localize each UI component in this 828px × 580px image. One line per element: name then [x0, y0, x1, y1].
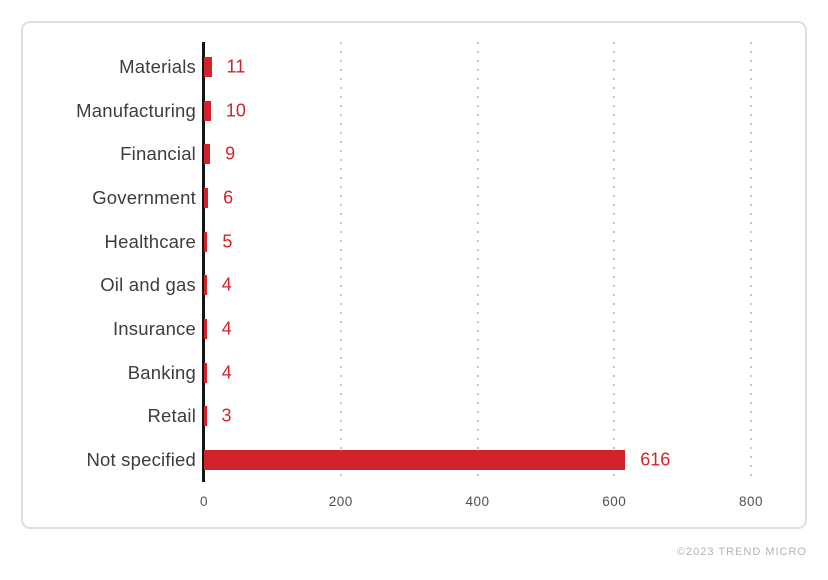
x-axis-tick-labels: 0 200 400 600 800 — [23, 494, 805, 514]
x-tick-label-800: 800 — [738, 494, 764, 509]
gridline-x-200 — [339, 42, 342, 482]
category-label: Retail — [147, 405, 196, 427]
bar-chart-plot-area: Materials 11 Manufacturing 10 Financial 9 Gove… — [23, 23, 805, 527]
value-label: 3 — [221, 405, 232, 426]
value-label: 4 — [221, 274, 232, 295]
category-label: Banking — [127, 361, 196, 383]
gridline-x-800 — [750, 42, 752, 482]
category-label: Healthcare — [104, 230, 196, 252]
bar-row: Government 6 — [23, 176, 805, 220]
copyright-credit: ©2023 TREND MICRO — [676, 546, 807, 558]
bar-financial — [204, 144, 211, 165]
category-label: Not specified — [86, 449, 196, 471]
value-label: 616 — [640, 449, 671, 470]
bar-manufacturing — [204, 100, 211, 121]
bar-rows: Materials 11 Manufacturing 10 Financial 9 Gove… — [23, 45, 805, 482]
value-label: 10 — [225, 100, 246, 121]
bar-healthcare — [204, 231, 208, 252]
y-axis-line — [202, 42, 205, 482]
value-label: 11 — [226, 56, 246, 77]
x-tick-label-400: 400 — [465, 494, 490, 509]
bar-row: Healthcare 5 — [23, 220, 805, 264]
x-tick-label-600: 600 — [602, 494, 627, 509]
bar-row: Manufacturing 10 — [23, 89, 805, 133]
category-label: Manufacturing — [76, 99, 196, 121]
category-label: Financial — [120, 143, 196, 165]
category-label: Oil and gas — [100, 274, 196, 296]
value-label: 5 — [222, 231, 233, 252]
bar-not-specified — [204, 450, 626, 471]
category-label: Government — [92, 186, 196, 208]
chart-card: Materials 11 Manufacturing 10 Financial 9 Gove… — [21, 21, 807, 529]
bar-row: Retail 3 — [23, 395, 805, 439]
value-label: 4 — [221, 318, 232, 339]
value-label: 9 — [225, 143, 236, 164]
category-label: Insurance — [112, 317, 196, 339]
bar-banking — [204, 362, 207, 383]
bar-oil-and-gas — [204, 275, 207, 296]
bar-materials — [204, 56, 212, 77]
bar-row: Banking 4 — [23, 351, 805, 395]
value-label: 6 — [223, 187, 234, 208]
bar-row: Insurance 4 — [23, 307, 805, 351]
bar-retail — [204, 406, 207, 427]
bar-row: Financial 9 — [23, 132, 805, 176]
gridline-x-400 — [476, 42, 479, 482]
value-label: 4 — [221, 362, 232, 383]
gridline-x-600 — [613, 42, 616, 482]
category-label: Materials — [119, 55, 196, 77]
bar-government — [204, 187, 209, 208]
x-tick-label-0: 0 — [199, 494, 209, 509]
bar-insurance — [204, 318, 207, 339]
x-tick-label-200: 200 — [328, 494, 353, 509]
bar-row: Materials 11 — [23, 45, 805, 89]
bar-row: Not specified 616 — [23, 438, 805, 482]
bar-row: Oil and gas 4 — [23, 263, 805, 307]
